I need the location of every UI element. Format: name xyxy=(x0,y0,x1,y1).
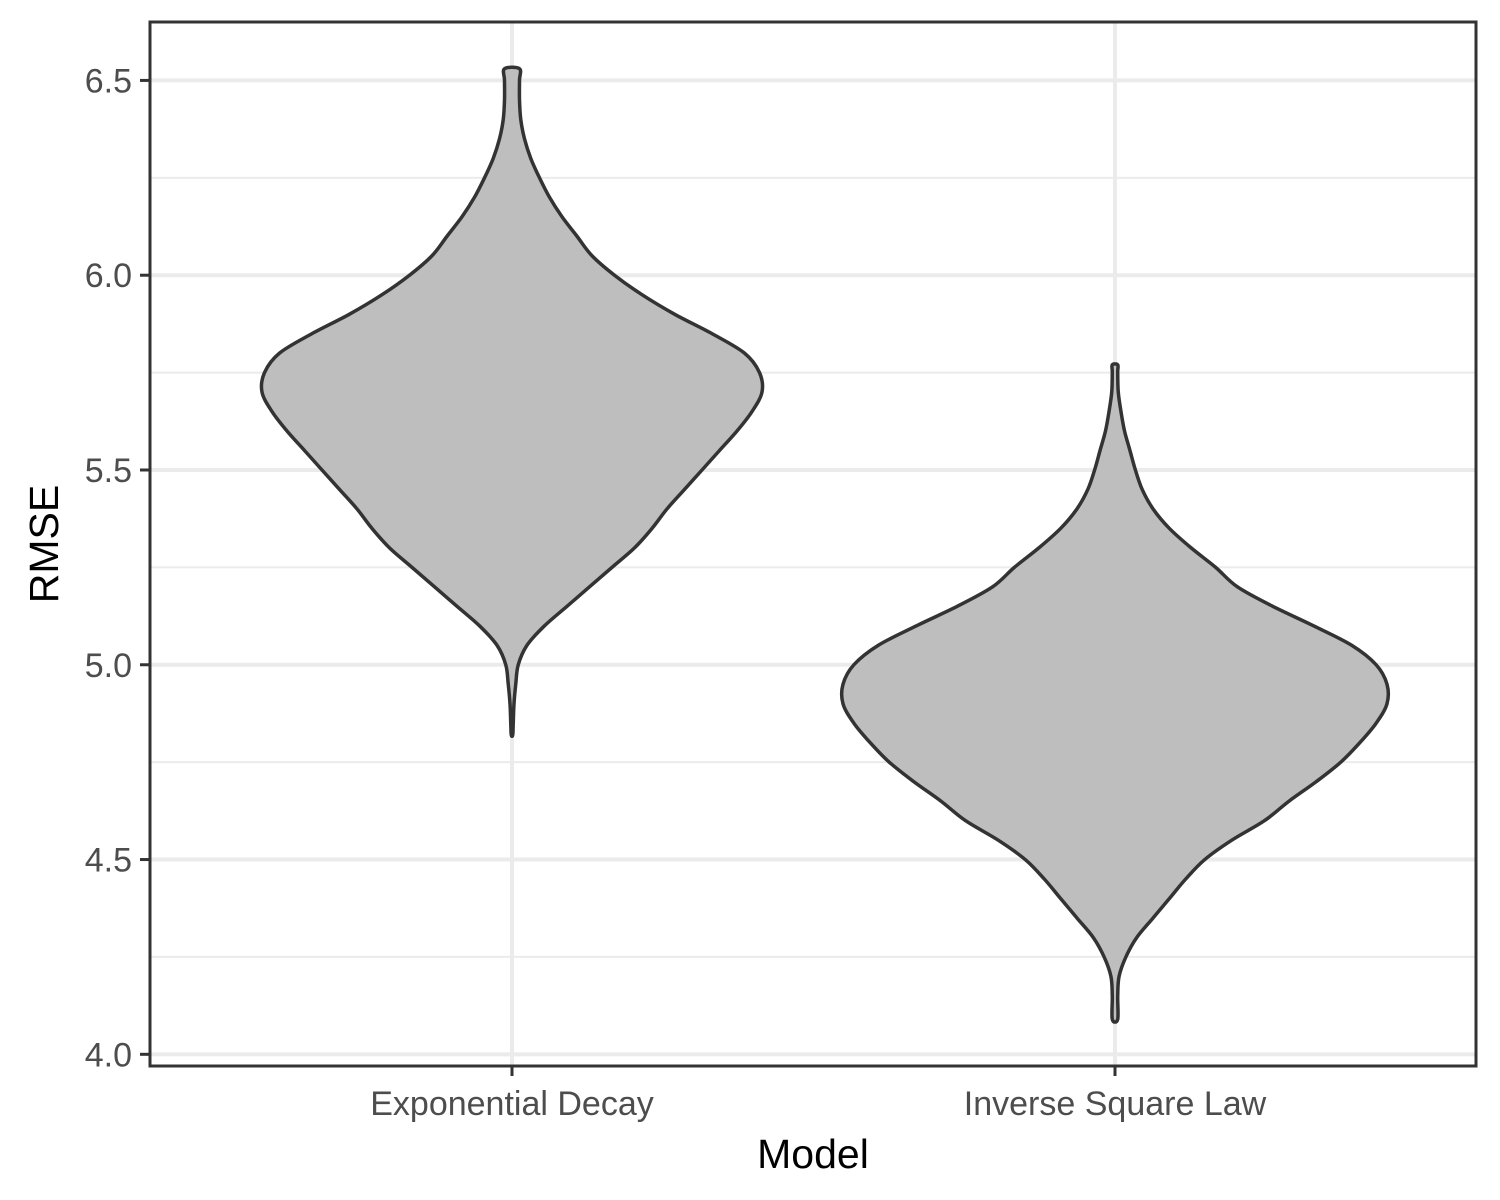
violins xyxy=(259,65,1391,1024)
x-tick-label: Inverse Square Law xyxy=(964,1085,1267,1123)
y-axis-title: RMSE xyxy=(21,485,67,603)
y-tick-label: 4.0 xyxy=(85,1036,132,1074)
panel-border xyxy=(148,20,1478,1068)
violin-exponential-decay xyxy=(259,65,765,739)
x-axis-title: Model xyxy=(757,1131,869,1177)
y-tick-label: 5.5 xyxy=(85,452,132,490)
y-tick-label: 5.0 xyxy=(85,647,132,685)
x-tick-label: Exponential Decay xyxy=(370,1085,654,1123)
axes: 4.0 4.5 5.0 5.5 6.0 6.5 Exponential Decay Inver… xyxy=(85,62,1267,1123)
y-tick-label: 4.5 xyxy=(85,842,132,880)
panel-background xyxy=(150,22,1476,1066)
y-tick-label: 6.5 xyxy=(85,62,132,100)
violin-inverse-square-law xyxy=(839,362,1391,1024)
y-tick-label: 6.0 xyxy=(85,257,132,295)
grid-lines xyxy=(150,22,1476,1066)
